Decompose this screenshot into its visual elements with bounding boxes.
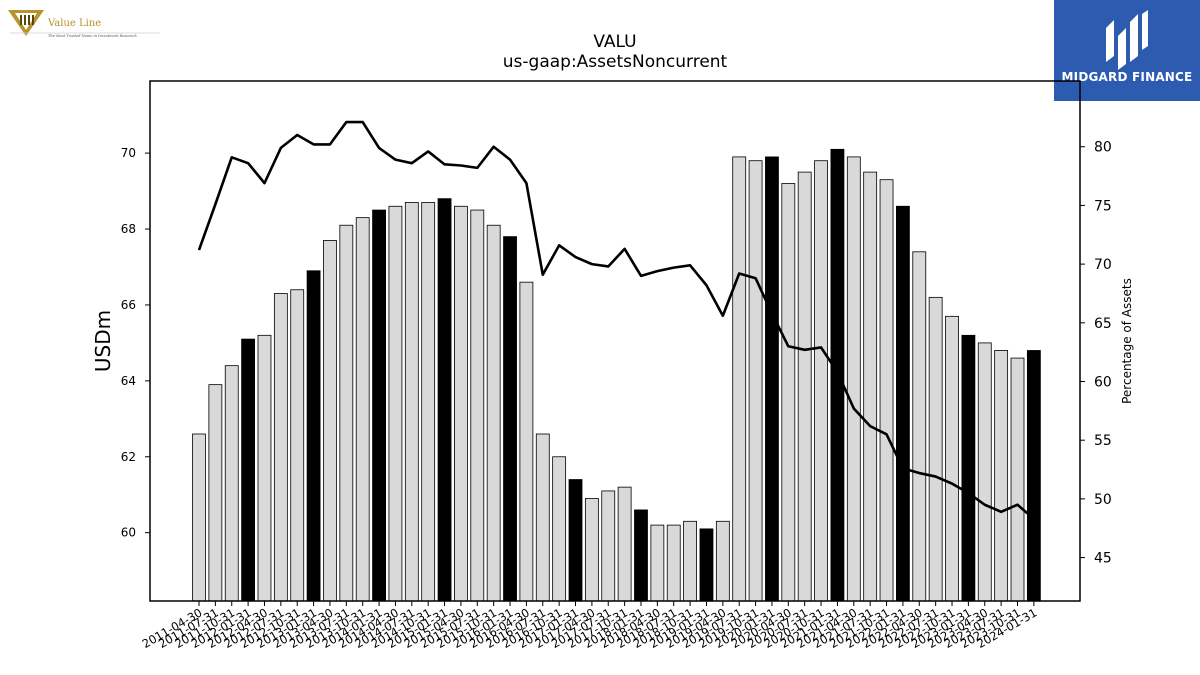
- bar: [1026, 350, 1041, 602]
- y2-tick-label: 75: [1094, 198, 1112, 214]
- bar: [650, 524, 665, 602]
- bar: [617, 486, 632, 602]
- bar: [306, 270, 321, 602]
- y2-tick-label: 80: [1094, 140, 1112, 156]
- y-axis-left: 60 62 64 66 68 70: [121, 146, 150, 540]
- y2-axis-label: Percentage of Assets: [1120, 278, 1134, 404]
- bar: [552, 456, 567, 602]
- bar: [928, 296, 943, 602]
- bar: [486, 224, 501, 602]
- bar: [814, 160, 828, 602]
- bar: [797, 171, 812, 602]
- bar: [568, 479, 583, 602]
- bar: [192, 433, 206, 602]
- y-axis-label: USDm: [91, 310, 115, 372]
- bar: [715, 520, 730, 602]
- bar: [454, 205, 468, 602]
- bar: [846, 156, 861, 602]
- bar: [748, 160, 763, 602]
- bar: [519, 281, 534, 602]
- chart-subtitle: us-gaap:AssetsNoncurrent: [502, 52, 728, 72]
- y2-tick-label: 60: [1094, 374, 1112, 390]
- midgard-finance-logo: MIDGARD FINANCE: [1054, 0, 1200, 101]
- bar: [863, 171, 878, 602]
- bar: [273, 293, 288, 602]
- bar: [879, 179, 894, 602]
- bar: [404, 202, 419, 602]
- bar: [339, 224, 354, 602]
- bar: [912, 251, 927, 602]
- chart-title: VALU: [593, 32, 637, 52]
- bar: [257, 334, 272, 602]
- value-line-wordmark: Value Line: [47, 18, 101, 29]
- bar: [977, 342, 992, 602]
- bar: [945, 315, 959, 602]
- bar: [290, 289, 305, 602]
- y-tick-label: 68: [121, 222, 136, 236]
- plot-frame: [149, 80, 1081, 602]
- bar: [666, 524, 681, 602]
- bar: [323, 240, 337, 602]
- bar: [961, 334, 976, 602]
- bar: [765, 156, 779, 602]
- y-tick-label: 70: [121, 146, 136, 160]
- bar: [388, 205, 403, 602]
- bar: [208, 384, 223, 602]
- bar: [355, 217, 370, 602]
- bars-layer: [192, 148, 1041, 602]
- bar: [224, 365, 239, 602]
- bar: [601, 490, 616, 602]
- bar: [1010, 357, 1025, 602]
- midgard-wordmark: MIDGARD FINANCE: [1061, 70, 1193, 84]
- y-tick-label: 60: [121, 526, 136, 540]
- value-line-logo: Value Line The Most Trusted Name in Inve…: [6, 6, 166, 40]
- bar: [994, 350, 1009, 602]
- midgard-emblem-icon: [1106, 10, 1148, 70]
- bar: [699, 528, 714, 602]
- y2-tick-label: 70: [1094, 257, 1112, 273]
- bar: [634, 509, 648, 602]
- bar: [896, 205, 910, 602]
- bar: [470, 209, 485, 602]
- y2-tick-label: 45: [1094, 551, 1112, 567]
- y-tick-label: 66: [121, 298, 136, 312]
- bar: [503, 236, 517, 602]
- y-tick-label: 64: [121, 374, 136, 388]
- bar: [732, 156, 747, 602]
- line-layer: [197, 120, 1035, 520]
- y2-tick-label: 55: [1094, 433, 1112, 449]
- bar: [781, 183, 796, 602]
- bar: [437, 198, 452, 602]
- x-axis: 2011-04-302011-07-312011-10-312012-01-31…: [140, 601, 1039, 651]
- y-tick-label: 62: [121, 450, 136, 464]
- y2-tick-label: 50: [1094, 492, 1112, 508]
- bar: [421, 202, 436, 602]
- y2-tick-label: 65: [1094, 316, 1112, 332]
- series-line: [197, 120, 1035, 520]
- bar: [584, 498, 599, 602]
- y-axis-right: 45 50 55 60 65 70 75 80: [1080, 140, 1112, 567]
- bar: [535, 433, 550, 602]
- bar: [241, 338, 256, 602]
- value-line-tagline: The Most Trusted Name in Investment Rese…: [48, 34, 137, 38]
- bar: [372, 209, 386, 602]
- bar: [683, 520, 697, 602]
